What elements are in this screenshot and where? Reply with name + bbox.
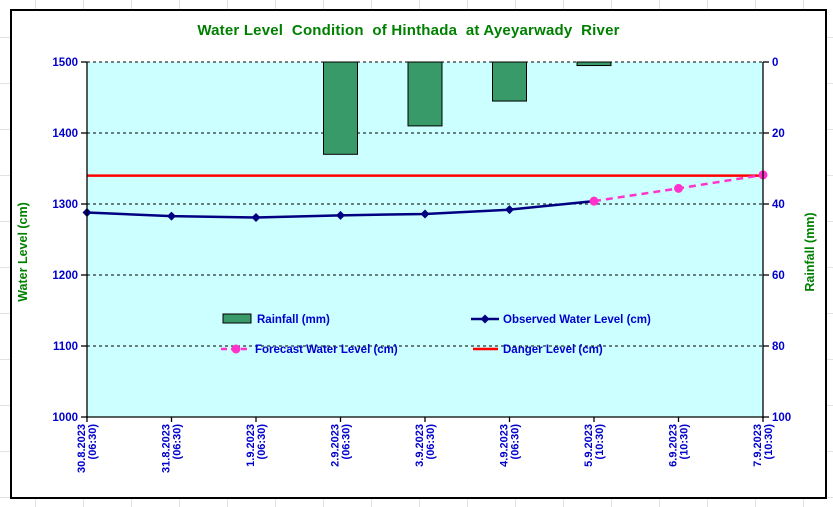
right-axis-tick-label: 20 <box>772 128 785 140</box>
forecast-point <box>674 183 683 193</box>
x-axis-label-time: (06:30) <box>87 424 99 460</box>
observed-point <box>167 211 176 221</box>
x-axis-label: 2.9.2023 (06:30) <box>330 424 353 467</box>
observed-point <box>251 212 261 222</box>
x-axis-label: 30.8.2023 (06:30) <box>76 424 99 473</box>
left-axis-tick-label: 1100 <box>53 341 78 353</box>
observed-point <box>505 205 514 215</box>
legend-label-rainfall: Rainfall (mm) <box>257 314 330 326</box>
right-axis-title: Rainfall (mm) <box>803 212 817 291</box>
right-axis-tick-label: 100 <box>772 412 791 424</box>
right-axis-tick-label: 80 <box>772 341 785 353</box>
x-axis-label: 1.9.2023 (06:30) <box>245 424 268 467</box>
legend-marker-forecast <box>231 344 241 354</box>
left-axis-tick-label: 1000 <box>52 412 78 424</box>
x-axis-label-date: 7.9.2023 <box>752 424 764 467</box>
observed-point <box>420 209 430 219</box>
left-axis-title: Water Level (cm) <box>16 202 30 302</box>
left-axis-tick-label: 1500 <box>52 57 78 69</box>
forecast-point <box>589 196 599 206</box>
right-axis-tick-label: 60 <box>772 270 785 282</box>
x-axis-label-date: 30.8.2023 <box>76 424 88 473</box>
x-axis-label: 7.9.2023 (10:30) <box>752 424 775 467</box>
x-axis-label: 5.9.2023 (10:30) <box>583 424 606 467</box>
rainfall-bar <box>323 61 358 155</box>
rainfall-bar <box>407 61 443 127</box>
legend-label-observed: Observed Water Level (cm) <box>503 314 651 326</box>
x-axis-label-time: (06:30) <box>510 424 522 460</box>
rainfall-bar <box>576 61 612 67</box>
x-axis-label-time: (10:30) <box>594 424 606 460</box>
x-axis-label-date: 5.9.2023 <box>583 424 595 467</box>
legend-swatch-rainfall <box>222 313 252 324</box>
x-axis-label-date: 2.9.2023 <box>330 424 342 467</box>
x-axis-label: 31.8.2023 (06:30) <box>161 424 184 473</box>
x-axis-label-date: 6.9.2023 <box>668 424 680 467</box>
legend-marker-observed <box>480 314 490 324</box>
x-axis-label-time: (10:30) <box>763 424 775 460</box>
x-axis-label-date: 1.9.2023 <box>245 424 257 467</box>
x-axis-label-time: (06:30) <box>256 424 268 460</box>
x-axis-label: 6.9.2023 (10:30) <box>668 424 691 467</box>
x-axis-label-date: 4.9.2023 <box>499 424 511 467</box>
observed-point <box>336 210 345 220</box>
left-axis-tick-label: 1200 <box>52 270 78 282</box>
x-axis-label-time: (06:30) <box>172 424 184 460</box>
right-axis-tick-label: 0 <box>772 57 778 69</box>
x-axis-label-time: (06:30) <box>425 424 437 460</box>
left-axis-tick-label: 1300 <box>52 199 78 211</box>
right-axis-tick-label: 40 <box>772 199 785 211</box>
x-axis-label: 3.9.2023 (06:30) <box>414 424 437 467</box>
legend-label-danger: Danger Level (cm) <box>503 344 603 356</box>
left-axis-tick-label: 1400 <box>52 128 78 140</box>
x-axis-label-date: 31.8.2023 <box>161 424 173 473</box>
chart-title: Water Level Condition of Hinthada at Aye… <box>197 22 620 39</box>
x-axis-label: 4.9.2023 (06:30) <box>499 424 522 467</box>
x-axis-label-time: (06:30) <box>341 424 353 460</box>
rainfall-bar <box>492 61 527 102</box>
x-axis-label-date: 3.9.2023 <box>414 424 426 467</box>
legend-label-forecast: Forecast Water Level (cm) <box>255 344 398 356</box>
x-axis-label-time: (10:30) <box>679 424 691 460</box>
